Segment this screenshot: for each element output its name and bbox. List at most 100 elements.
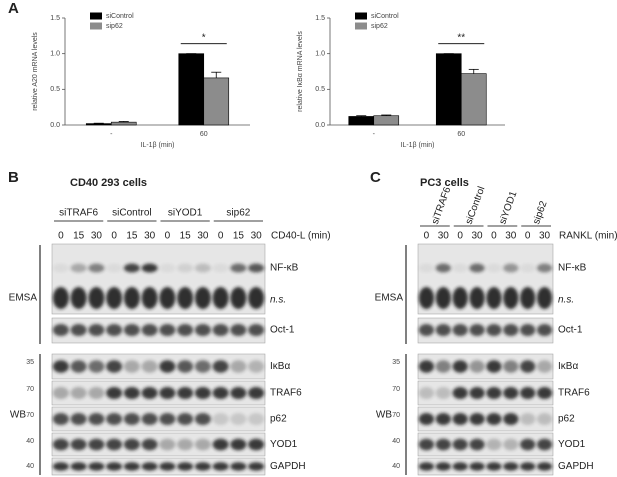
y-tick-label: 1.0: [315, 51, 325, 58]
band: [418, 287, 435, 309]
band: [159, 263, 176, 273]
mw-marker: 70: [26, 412, 34, 419]
significance-label: **: [457, 32, 465, 43]
band-label: YOD1: [558, 439, 586, 450]
band: [486, 413, 502, 425]
band: [469, 360, 485, 373]
band: [70, 387, 87, 399]
band: [469, 263, 485, 273]
band: [106, 263, 123, 273]
band: [418, 387, 435, 399]
band: [70, 287, 87, 309]
band: [212, 413, 229, 425]
band: [106, 462, 123, 471]
band: [212, 438, 229, 451]
band: [70, 324, 87, 336]
band: [88, 462, 105, 471]
band: [88, 438, 105, 451]
band: [159, 360, 176, 373]
y-tick-label: 0.5: [315, 86, 325, 93]
section-label: WB: [376, 410, 392, 421]
band: [70, 438, 87, 451]
band-label: p62: [270, 414, 287, 425]
y-tick-label: 0.0: [315, 122, 325, 129]
significance-label: *: [202, 32, 206, 43]
band-label: GAPDH: [270, 461, 306, 472]
band: [88, 413, 105, 425]
band: [159, 438, 176, 451]
band: [248, 360, 265, 373]
bar: [460, 73, 487, 126]
y-tick-label: 0.0: [50, 122, 60, 129]
band: [248, 413, 265, 425]
group-label: sip62: [226, 208, 250, 219]
band: [248, 387, 265, 399]
band: [141, 287, 158, 309]
lane-label: 15: [126, 231, 138, 242]
band: [106, 413, 123, 425]
band: [248, 324, 265, 336]
band: [177, 462, 194, 471]
band: [106, 438, 123, 451]
treatment-label: RANKL (min): [559, 231, 617, 242]
band-label: n.s.: [270, 295, 286, 306]
mw-marker: 70: [26, 386, 34, 393]
mw-marker: 40: [392, 438, 400, 445]
band: [52, 462, 69, 471]
band: [536, 360, 553, 373]
band: [435, 360, 451, 373]
legend-label: sip62: [106, 23, 123, 30]
band-label: NF-κB: [558, 263, 587, 274]
band: [123, 324, 140, 336]
band: [88, 324, 105, 336]
band-label: n.s.: [558, 295, 574, 306]
band-label: p62: [558, 414, 575, 425]
band: [435, 287, 451, 309]
y-axis-label: relative A20 mRNA levels: [32, 32, 39, 111]
panel-label: B: [8, 169, 19, 186]
band: [194, 462, 211, 471]
band: [418, 438, 435, 451]
blot: [51, 380, 266, 406]
band: [230, 387, 247, 399]
band: [123, 438, 140, 451]
x-axis-label: IL-1β (min): [141, 142, 175, 149]
x-tick-label: 60: [200, 131, 208, 138]
band: [536, 287, 553, 309]
blot: [51, 432, 266, 457]
legend-swatch: [355, 22, 367, 30]
lane-label: 30: [472, 231, 484, 242]
band: [52, 413, 69, 425]
band: [88, 387, 105, 399]
band: [520, 462, 536, 471]
band: [248, 263, 265, 273]
band: [70, 413, 87, 425]
band: [123, 387, 140, 399]
band: [141, 387, 158, 399]
bar: [203, 77, 230, 126]
band: [418, 263, 435, 273]
band: [486, 438, 502, 451]
band: [469, 287, 485, 309]
legend-label: sip62: [371, 23, 388, 30]
band: [503, 263, 519, 273]
legend-label: siControl: [106, 13, 134, 20]
x-tick-label: -: [373, 131, 376, 138]
band: [70, 360, 87, 373]
blot: [51, 353, 266, 380]
band-label: Oct-1: [558, 325, 583, 336]
band-label: Oct-1: [270, 325, 295, 336]
y-tick-label: 1.5: [50, 15, 60, 22]
band: [123, 462, 140, 471]
band: [159, 287, 176, 309]
band: [230, 462, 247, 471]
band: [141, 413, 158, 425]
bar: [348, 116, 375, 126]
band: [177, 287, 194, 309]
band-label: TRAF6: [558, 388, 590, 399]
band: [486, 287, 502, 309]
band: [123, 263, 140, 273]
band: [248, 438, 265, 451]
band: [469, 324, 485, 336]
band: [88, 287, 105, 309]
